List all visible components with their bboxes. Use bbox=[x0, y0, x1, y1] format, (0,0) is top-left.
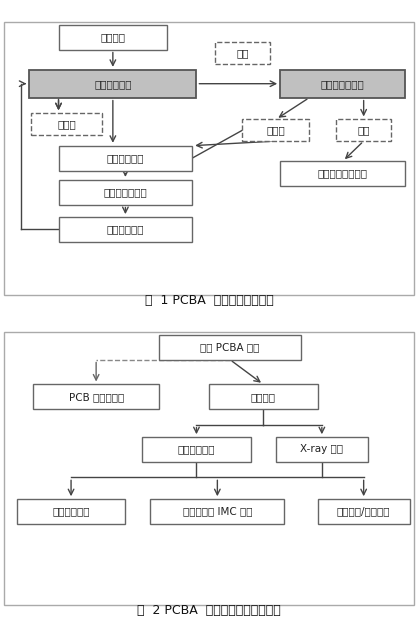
FancyBboxPatch shape bbox=[17, 499, 125, 524]
FancyBboxPatch shape bbox=[4, 22, 414, 294]
Text: X-ray 检查: X-ray 检查 bbox=[301, 445, 343, 454]
FancyBboxPatch shape bbox=[142, 437, 251, 462]
FancyBboxPatch shape bbox=[4, 332, 414, 604]
Text: 试产 PCBA 产品: 试产 PCBA 产品 bbox=[200, 342, 260, 352]
Text: 试产工艺鉴定通过: 试产工艺鉴定通过 bbox=[318, 169, 368, 179]
Text: 失效原因分析: 失效原因分析 bbox=[107, 153, 144, 163]
Text: 不合格: 不合格 bbox=[267, 125, 285, 135]
FancyBboxPatch shape bbox=[280, 70, 405, 97]
Text: PCB 离子清洁度: PCB 离子清洁度 bbox=[69, 392, 124, 402]
Text: 合格: 合格 bbox=[357, 125, 370, 135]
FancyBboxPatch shape bbox=[318, 499, 410, 524]
FancyBboxPatch shape bbox=[59, 180, 192, 205]
FancyBboxPatch shape bbox=[276, 437, 368, 462]
Text: 焊点外观检查: 焊点外观检查 bbox=[178, 445, 215, 454]
Text: 试产产品: 试产产品 bbox=[100, 32, 125, 42]
Text: 合格: 合格 bbox=[236, 48, 249, 58]
Text: 声学扫描检查: 声学扫描检查 bbox=[52, 507, 90, 516]
FancyBboxPatch shape bbox=[159, 335, 301, 360]
Text: 工艺质量鉴定: 工艺质量鉴定 bbox=[94, 79, 132, 89]
FancyBboxPatch shape bbox=[215, 42, 270, 63]
Text: 金相切片及 IMC 观察: 金相切片及 IMC 观察 bbox=[183, 507, 252, 516]
FancyBboxPatch shape bbox=[29, 70, 196, 97]
FancyBboxPatch shape bbox=[150, 499, 284, 524]
Text: 图  2 PCBA  产品工艺质量鉴定流程: 图 2 PCBA 产品工艺质量鉴定流程 bbox=[137, 604, 281, 617]
FancyBboxPatch shape bbox=[59, 217, 192, 242]
FancyBboxPatch shape bbox=[59, 25, 167, 50]
Text: 不合格: 不合格 bbox=[58, 119, 76, 129]
FancyBboxPatch shape bbox=[59, 146, 192, 170]
Text: 图  1 PCBA  产品工艺鉴定流程: 图 1 PCBA 产品工艺鉴定流程 bbox=[145, 294, 273, 307]
FancyBboxPatch shape bbox=[336, 119, 391, 141]
Text: 功能测试: 功能测试 bbox=[251, 392, 276, 402]
FancyBboxPatch shape bbox=[242, 119, 309, 141]
FancyBboxPatch shape bbox=[31, 113, 102, 135]
FancyBboxPatch shape bbox=[209, 384, 318, 409]
FancyBboxPatch shape bbox=[33, 384, 159, 409]
Text: 产品优化及整改: 产品优化及整改 bbox=[104, 187, 147, 197]
Text: 工艺可靠性鉴定: 工艺可靠性鉴定 bbox=[321, 79, 364, 89]
Text: 焊点抗拉/剪切测试: 焊点抗拉/剪切测试 bbox=[337, 507, 390, 516]
Text: 重制试产产品: 重制试产产品 bbox=[107, 224, 144, 234]
FancyBboxPatch shape bbox=[280, 161, 405, 186]
